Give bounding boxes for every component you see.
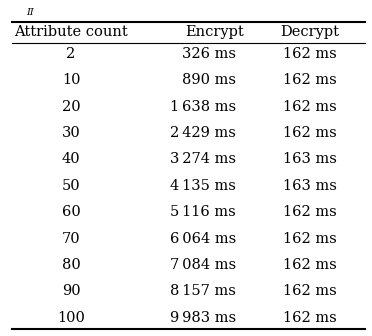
Text: 162 ms: 162 ms <box>283 258 337 272</box>
Text: 162 ms: 162 ms <box>283 232 337 246</box>
Text: 9 983 ms: 9 983 ms <box>170 311 236 325</box>
Text: 5 116 ms: 5 116 ms <box>170 205 236 219</box>
Text: Attribute count: Attribute count <box>14 25 128 39</box>
Text: 50: 50 <box>62 179 80 193</box>
Text: 326 ms: 326 ms <box>182 47 236 61</box>
Text: 162 ms: 162 ms <box>283 205 337 219</box>
Text: 163 ms: 163 ms <box>283 179 337 193</box>
Text: Encrypt: Encrypt <box>185 25 244 39</box>
Text: 40: 40 <box>62 153 80 166</box>
Text: 8 157 ms: 8 157 ms <box>170 285 236 298</box>
Text: Decrypt: Decrypt <box>280 25 339 39</box>
Text: 3 274 ms: 3 274 ms <box>170 153 236 166</box>
Text: 6 064 ms: 6 064 ms <box>170 232 236 246</box>
Text: 162 ms: 162 ms <box>283 47 337 61</box>
Text: 162 ms: 162 ms <box>283 99 337 114</box>
Text: 10: 10 <box>62 73 80 87</box>
Text: 60: 60 <box>62 205 80 219</box>
Text: 163 ms: 163 ms <box>283 153 337 166</box>
Text: II: II <box>26 8 34 17</box>
Text: 30: 30 <box>62 126 80 140</box>
Text: 2: 2 <box>67 47 76 61</box>
Text: 7 084 ms: 7 084 ms <box>170 258 236 272</box>
Text: 100: 100 <box>57 311 85 325</box>
Text: 890 ms: 890 ms <box>182 73 236 87</box>
Text: 80: 80 <box>62 258 80 272</box>
Text: 162 ms: 162 ms <box>283 285 337 298</box>
Text: 1 638 ms: 1 638 ms <box>170 99 236 114</box>
Text: 20: 20 <box>62 99 80 114</box>
Text: 2 429 ms: 2 429 ms <box>170 126 236 140</box>
Text: 162 ms: 162 ms <box>283 126 337 140</box>
Text: 90: 90 <box>62 285 80 298</box>
Text: 162 ms: 162 ms <box>283 73 337 87</box>
Text: 162 ms: 162 ms <box>283 311 337 325</box>
Text: 70: 70 <box>62 232 80 246</box>
Text: 4 135 ms: 4 135 ms <box>170 179 236 193</box>
